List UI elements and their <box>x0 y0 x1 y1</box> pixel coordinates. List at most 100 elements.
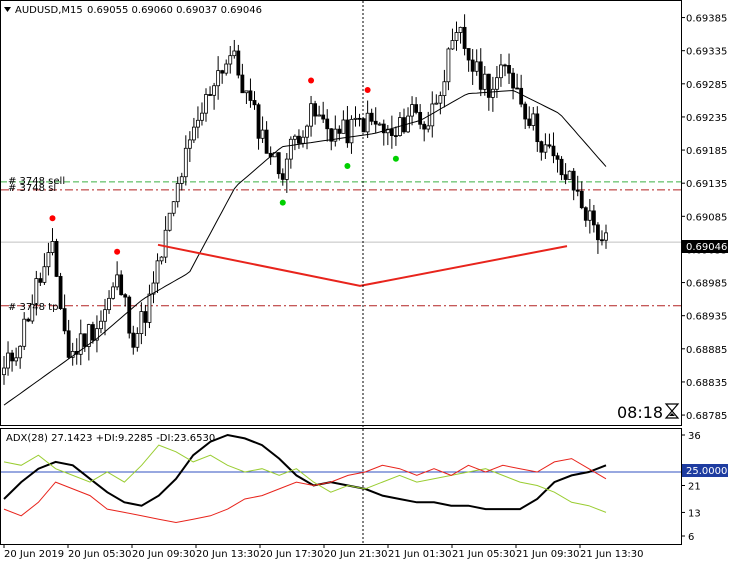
candle-body <box>446 48 451 83</box>
candle-body <box>232 50 237 57</box>
candle-body <box>280 173 285 180</box>
current-price-text: 0.69046 <box>686 242 727 253</box>
candles-layer <box>2 14 608 385</box>
x-tick-label: 21 Jun 13:30 <box>580 549 644 560</box>
candle-body <box>228 55 233 65</box>
candle-body <box>86 324 91 347</box>
candle-body <box>381 123 386 134</box>
candle-body <box>200 112 204 121</box>
candle-body <box>99 320 103 330</box>
candle-body <box>418 111 423 125</box>
y-tick-label: 0.69335 <box>686 47 727 58</box>
candle-body <box>373 120 378 125</box>
candle-body <box>313 103 318 117</box>
candle-body <box>349 118 354 144</box>
candle-body <box>240 74 245 94</box>
candle-body <box>438 95 443 104</box>
candle-body <box>341 119 346 134</box>
candle-body <box>301 136 305 144</box>
tp-order-label: # 3748 tp <box>8 302 58 313</box>
candle-body <box>600 239 604 242</box>
y-tick-label: 0.68785 <box>686 411 727 422</box>
candle-body <box>329 128 334 142</box>
candle-body <box>430 103 435 127</box>
fractal-up-dot <box>49 215 56 222</box>
candle-body <box>191 126 196 141</box>
candle-body <box>42 266 47 283</box>
candle-body <box>135 333 140 348</box>
candle-body <box>309 103 313 127</box>
candle-body <box>119 274 124 296</box>
candle-body <box>115 274 120 288</box>
candle-body <box>511 72 515 89</box>
adx-layer <box>1 433 681 524</box>
candle-body <box>478 61 483 90</box>
candle-body <box>107 297 111 311</box>
candle-body <box>495 77 499 90</box>
fractal-down-dot <box>392 155 399 162</box>
minus-di-line <box>3 458 607 524</box>
candle-body <box>187 139 192 149</box>
candle-body <box>236 50 241 76</box>
candle-body <box>208 94 212 96</box>
candle-body <box>66 330 71 358</box>
x-tick-label: 20 Jun 2019 <box>4 549 64 560</box>
candle-body <box>442 81 447 97</box>
moving-average-line <box>3 89 607 406</box>
level-badge-text: 25.0000 <box>686 466 727 477</box>
order-levels <box>1 181 681 307</box>
candle-body <box>490 88 495 98</box>
candle-body <box>499 64 503 79</box>
y-tick-label: 0.69185 <box>686 146 727 157</box>
candle-body <box>127 296 132 334</box>
candle-body <box>458 26 463 33</box>
y-tick-label: 0.69135 <box>686 179 727 190</box>
candle-body <box>276 152 281 175</box>
candle-body <box>466 48 471 61</box>
candle-body <box>171 201 176 214</box>
candle-body <box>248 90 253 101</box>
candle-body <box>486 73 491 98</box>
main-chart-frame <box>0 0 682 426</box>
candle-body <box>414 104 419 113</box>
candle-body <box>62 308 67 332</box>
candle-body <box>288 138 293 160</box>
y-tick-label: 0.68885 <box>686 345 727 356</box>
y-tick-label: 0.68985 <box>686 279 727 290</box>
y-axis-ticks: 0.69385 0.69335 0.69285 0.69235 0.69185 0.691… <box>681 14 727 543</box>
candle-body <box>543 144 548 153</box>
candle-body <box>470 59 475 72</box>
candle-body <box>54 241 59 277</box>
fractal-up-dot <box>308 77 315 84</box>
candle-body <box>519 87 524 105</box>
chevron-down-icon[interactable] <box>4 7 11 12</box>
candle-body <box>474 61 479 72</box>
candle-body <box>369 112 374 122</box>
candle-body <box>426 125 431 130</box>
candle-body <box>143 311 148 323</box>
candle-body <box>167 212 172 231</box>
fractal-up-dot <box>114 248 121 255</box>
candle-body <box>297 135 301 144</box>
x-tick-label: 21 Jun 09:30 <box>516 549 580 560</box>
adx-tick-label: 21 <box>688 482 701 493</box>
candle-body <box>292 135 297 140</box>
candle-body <box>547 144 552 147</box>
fractal-down-dot <box>344 162 351 169</box>
candle-body <box>131 332 136 348</box>
candle-body <box>78 333 83 355</box>
candle-body <box>353 117 358 120</box>
candle-body <box>563 174 568 180</box>
candle-body <box>365 112 370 133</box>
hourglass-icon <box>664 403 680 419</box>
candle-body <box>244 90 249 94</box>
candle-body <box>103 309 107 322</box>
sl-order-label: # 3748 sl <box>8 183 56 194</box>
x-tick-label: 20 Jun 09:30 <box>132 549 196 560</box>
candle-body <box>361 118 366 133</box>
candle-body <box>46 252 51 268</box>
candle-body <box>377 123 382 126</box>
candle-body <box>531 113 536 126</box>
